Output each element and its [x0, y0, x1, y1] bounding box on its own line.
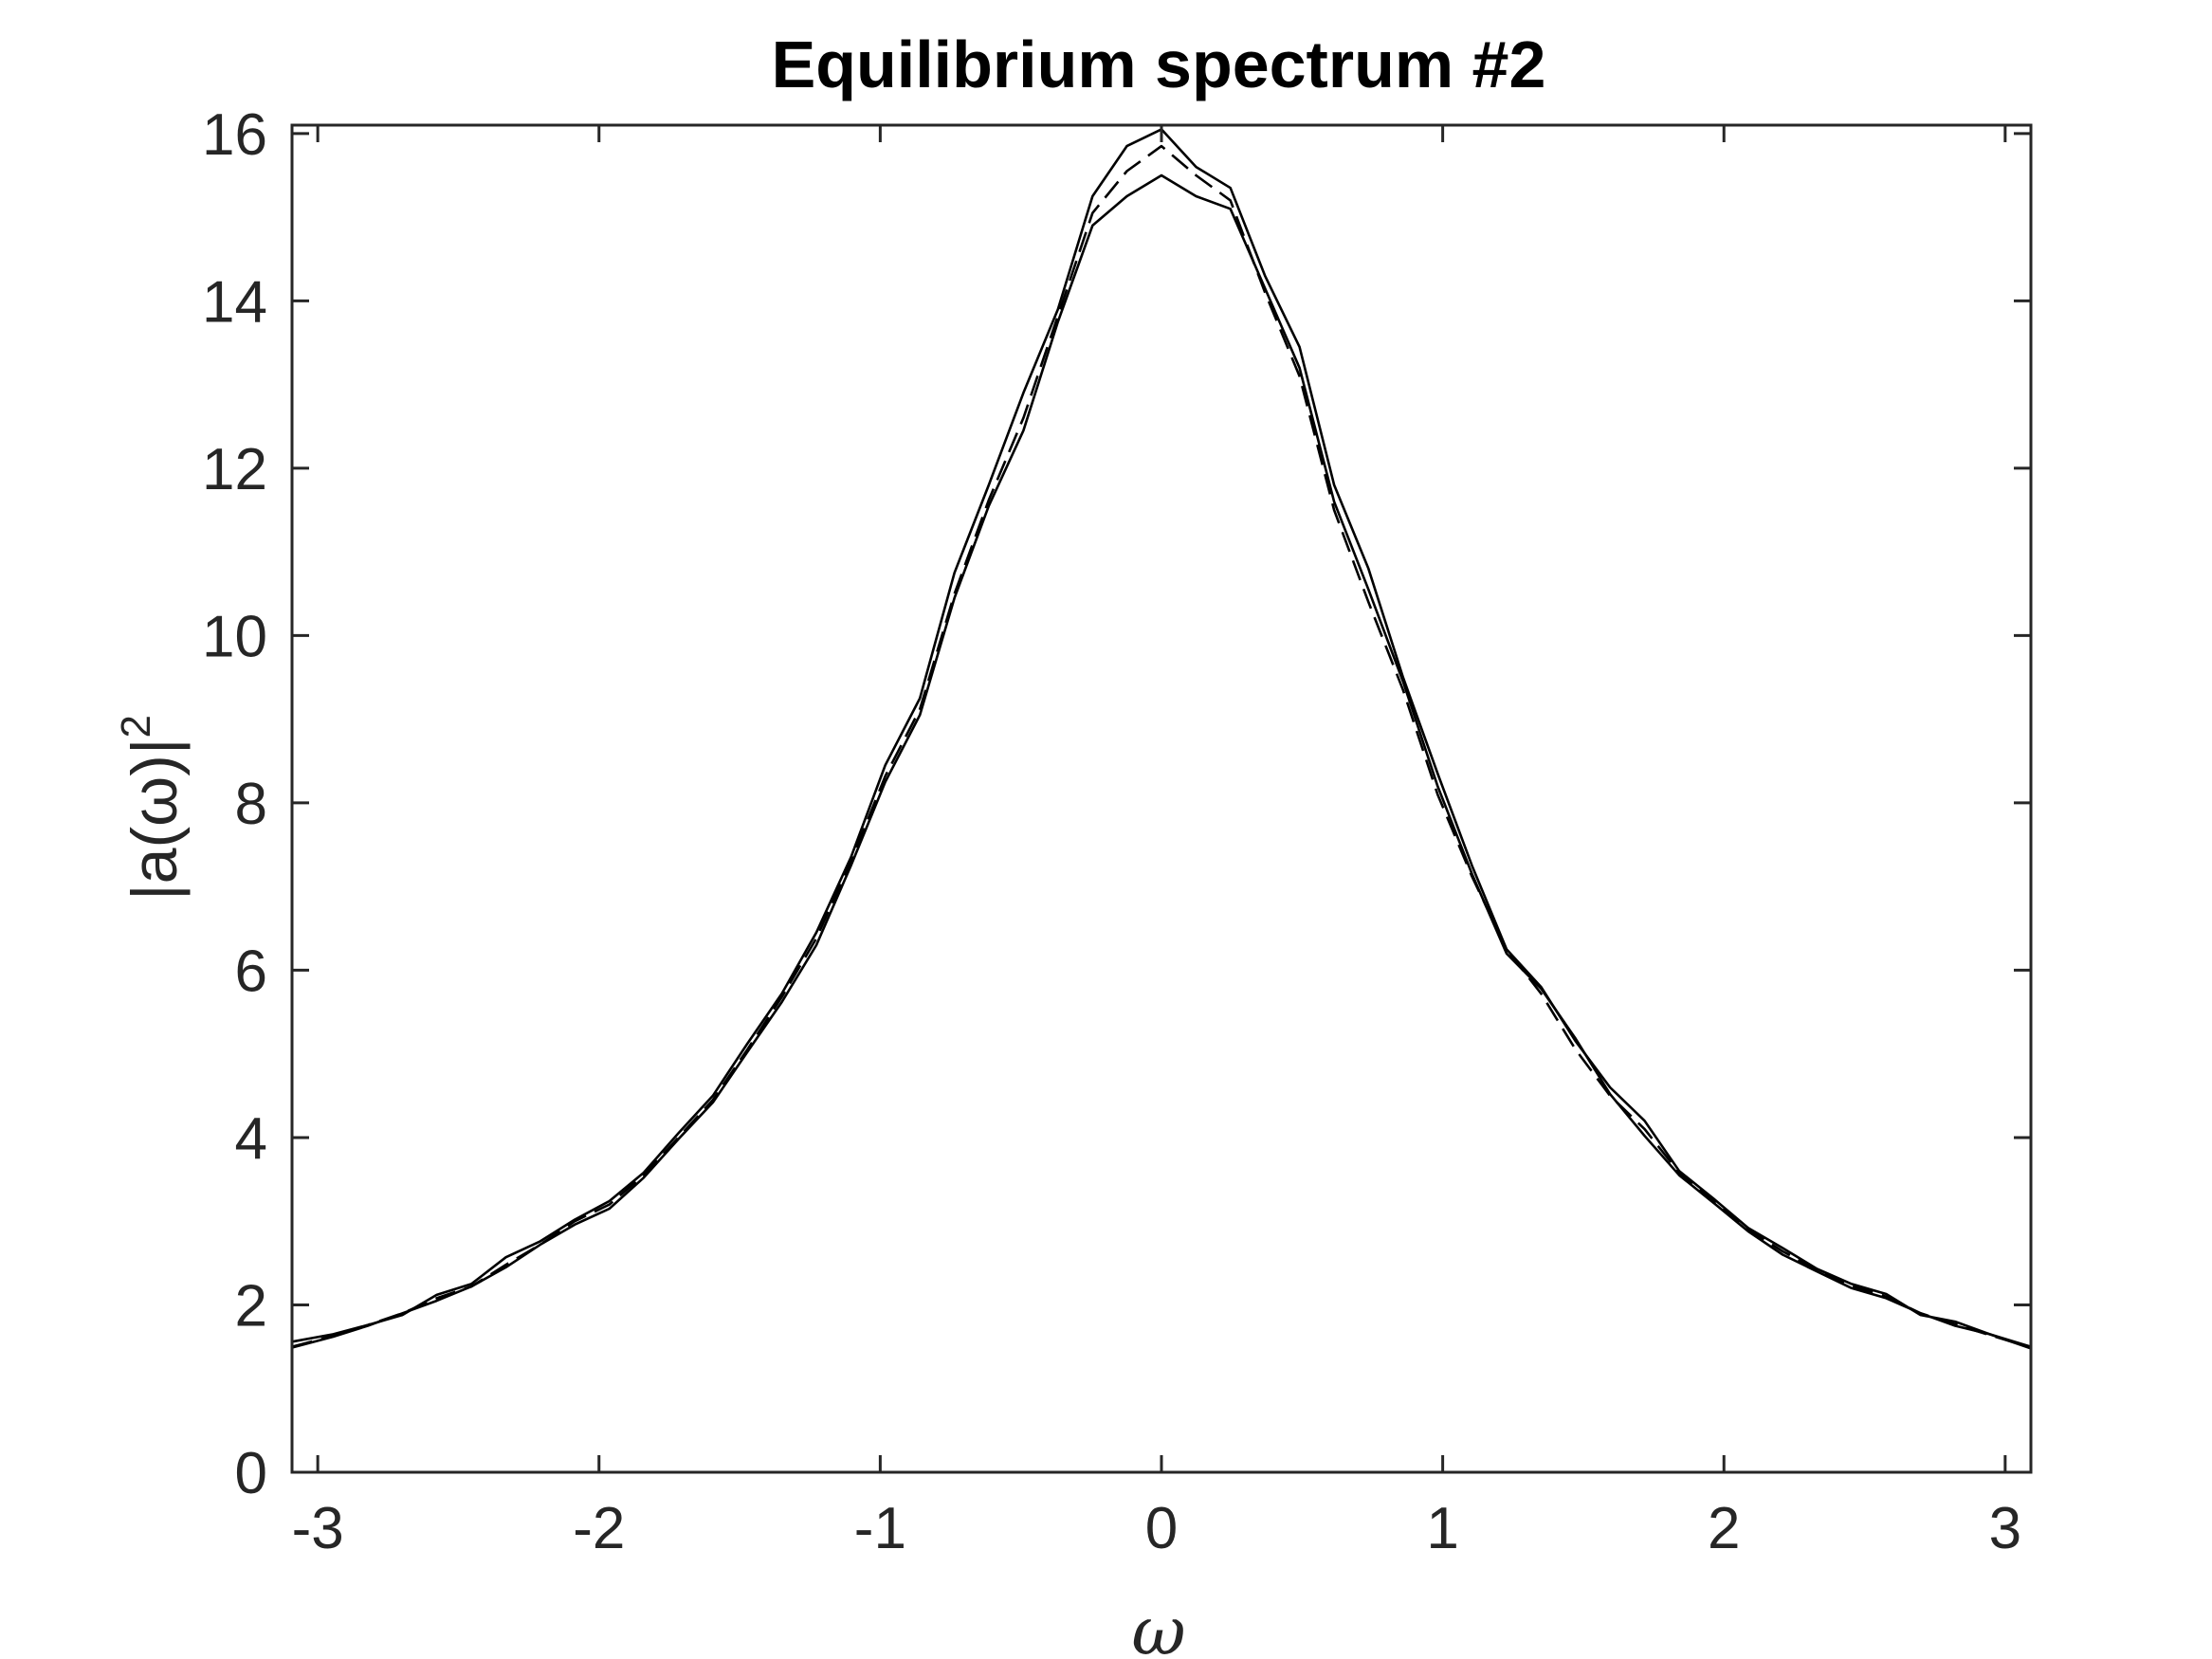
y-tick-label: 12	[202, 437, 267, 502]
x-axis: -3 -2 -1 0 1 2 3	[292, 125, 2021, 1561]
y-tick-label: 6	[235, 939, 267, 1004]
y-tick-label: 2	[235, 1273, 267, 1339]
series-line-3	[291, 144, 2032, 1349]
y-tick-label: 10	[202, 604, 267, 669]
plot-area-frame	[290, 123, 2033, 1474]
y-tick-label: 0	[235, 1441, 267, 1506]
x-tick-label: -1	[854, 1496, 906, 1561]
series-line-2	[291, 173, 2032, 1350]
x-tick-label: 3	[1989, 1496, 2021, 1561]
y-axis-label: |a(ω)|2	[113, 715, 191, 901]
y-tick-label: 14	[202, 269, 267, 335]
x-tick-label: -3	[292, 1496, 344, 1561]
y-tick-label: 4	[235, 1106, 267, 1172]
y-axis-label-exponent: 2	[113, 715, 159, 738]
x-tick-label: -2	[573, 1496, 625, 1561]
y-axis-label-base: |a(ω)|	[119, 738, 191, 901]
y-tick-label: 8	[235, 772, 267, 837]
chart-title: Equilibrium spectrum #2	[772, 27, 1546, 101]
y-tick-label: 16	[202, 102, 267, 168]
x-axis-label: ω	[1131, 1593, 1185, 1659]
x-tick-label: 0	[1145, 1496, 1178, 1561]
y-axis: 0 2 4 6 8 10 12 14 16	[202, 102, 2031, 1506]
series-layer	[291, 128, 2032, 1350]
x-tick-label: 2	[1708, 1496, 1740, 1561]
series-line-1	[291, 128, 2032, 1348]
x-tick-label: 1	[1426, 1496, 1458, 1561]
